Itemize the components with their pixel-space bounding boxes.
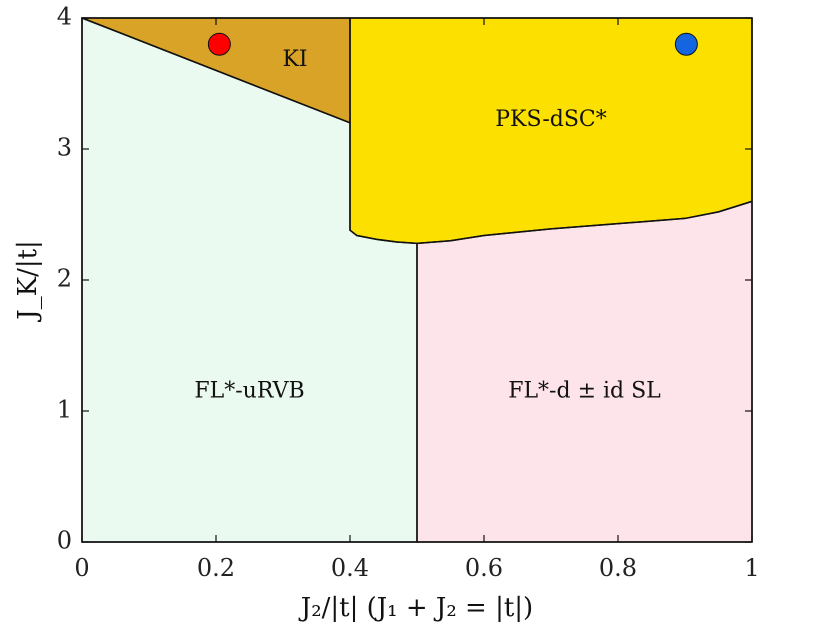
- region-pks-dsc: [350, 18, 752, 244]
- y-tick-label: 0: [57, 527, 72, 555]
- x-tick-label: 0.2: [197, 554, 235, 582]
- x-tick-label: 0: [74, 554, 89, 582]
- x-axis-label: J₂/|t| (J₁ + J₂ = |t|): [298, 593, 533, 623]
- y-tick-label: 4: [57, 3, 72, 31]
- x-tick-label: 1: [744, 554, 759, 582]
- y-tick-label: 2: [57, 265, 72, 293]
- y-tick-label: 1: [57, 396, 72, 424]
- region-fl-urvb: [82, 18, 417, 542]
- marker-point-1: [207, 32, 231, 56]
- region-label-fl-urvb: FL*-uRVB: [194, 378, 304, 403]
- boundary-pks-dsc: [349, 17, 753, 245]
- region-label-ki: KI: [282, 47, 307, 72]
- marker-point-2: [674, 32, 698, 56]
- x-tick-label: 0.6: [465, 554, 503, 582]
- region-label-fl-d-id-sl: FL*-d ± id SL: [508, 378, 661, 403]
- phase-boundaries: [81, 17, 753, 543]
- y-tick-label: 3: [57, 134, 72, 162]
- axis-ticks: 0 0.2 0.4 0.6 0.8 1 0 1 2 3 4: [57, 3, 760, 583]
- y-axis-label: J_K/|t|: [13, 240, 43, 323]
- phase-regions: [82, 18, 752, 542]
- region-labels: FL*-uRVB FL*-d ± id SL KI PKS-dSC*: [194, 47, 661, 403]
- marker-points: [207, 32, 698, 56]
- region-fl-d-id-sl: [417, 201, 752, 542]
- x-tick-label: 0.8: [599, 554, 637, 582]
- x-tick-label: 0.4: [331, 554, 369, 582]
- region-label-pks-dsc: PKS-dSC*: [495, 107, 607, 132]
